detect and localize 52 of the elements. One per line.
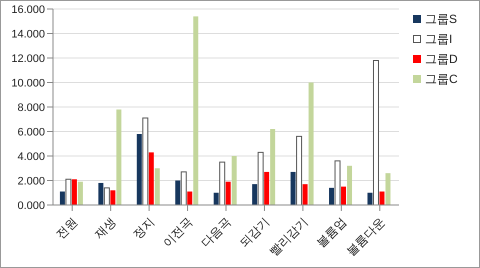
bar [329,188,334,205]
bar [214,192,219,205]
legend-label: 그룹S [425,10,458,28]
bar [175,180,180,205]
legend-label: 그룹D [425,50,458,68]
bar [385,173,390,205]
bar [232,156,237,205]
bar [302,184,308,205]
bar [308,82,314,205]
bar [98,182,104,205]
bar [180,171,187,205]
bar [142,118,148,205]
x-tick-label: 정지 [130,214,157,242]
bar [154,168,160,205]
bar [258,152,264,205]
y-tick-label: 14.000 [11,28,45,40]
x-tick-label: 재생 [92,214,118,242]
bar [116,109,122,205]
bar [296,136,302,205]
bar [60,192,65,205]
y-tick-label: 12.000 [11,52,45,65]
legend-label: 그룹C [425,70,458,88]
y-tick-label: 0.000 [17,200,45,212]
bar [372,60,379,205]
y-tick-label: 2.000 [17,175,45,188]
bar [104,187,110,205]
bar [347,166,352,205]
bar [341,186,346,205]
bar [367,192,372,205]
bar [270,129,276,205]
bar [219,162,226,205]
bar [72,179,77,205]
bar [379,192,384,205]
y-tick-label: 16.000 [11,4,45,16]
bar [148,152,154,205]
y-tick-label: 8.000 [17,102,45,114]
bar [334,160,341,205]
y-tick-label: 6.000 [17,126,45,138]
bar [187,192,192,205]
legend-label: 그룹I [425,30,452,48]
bar [226,182,231,205]
bar [252,184,258,205]
bar [110,190,116,205]
bar [65,178,72,205]
y-tick-label: 4.000 [17,150,45,163]
bar [136,134,142,205]
bar [290,172,296,205]
bar [193,16,198,205]
bar [264,172,270,205]
y-tick-label: 10.000 [11,77,45,90]
x-tick-label: 전원 [53,214,80,242]
bar [78,182,83,205]
